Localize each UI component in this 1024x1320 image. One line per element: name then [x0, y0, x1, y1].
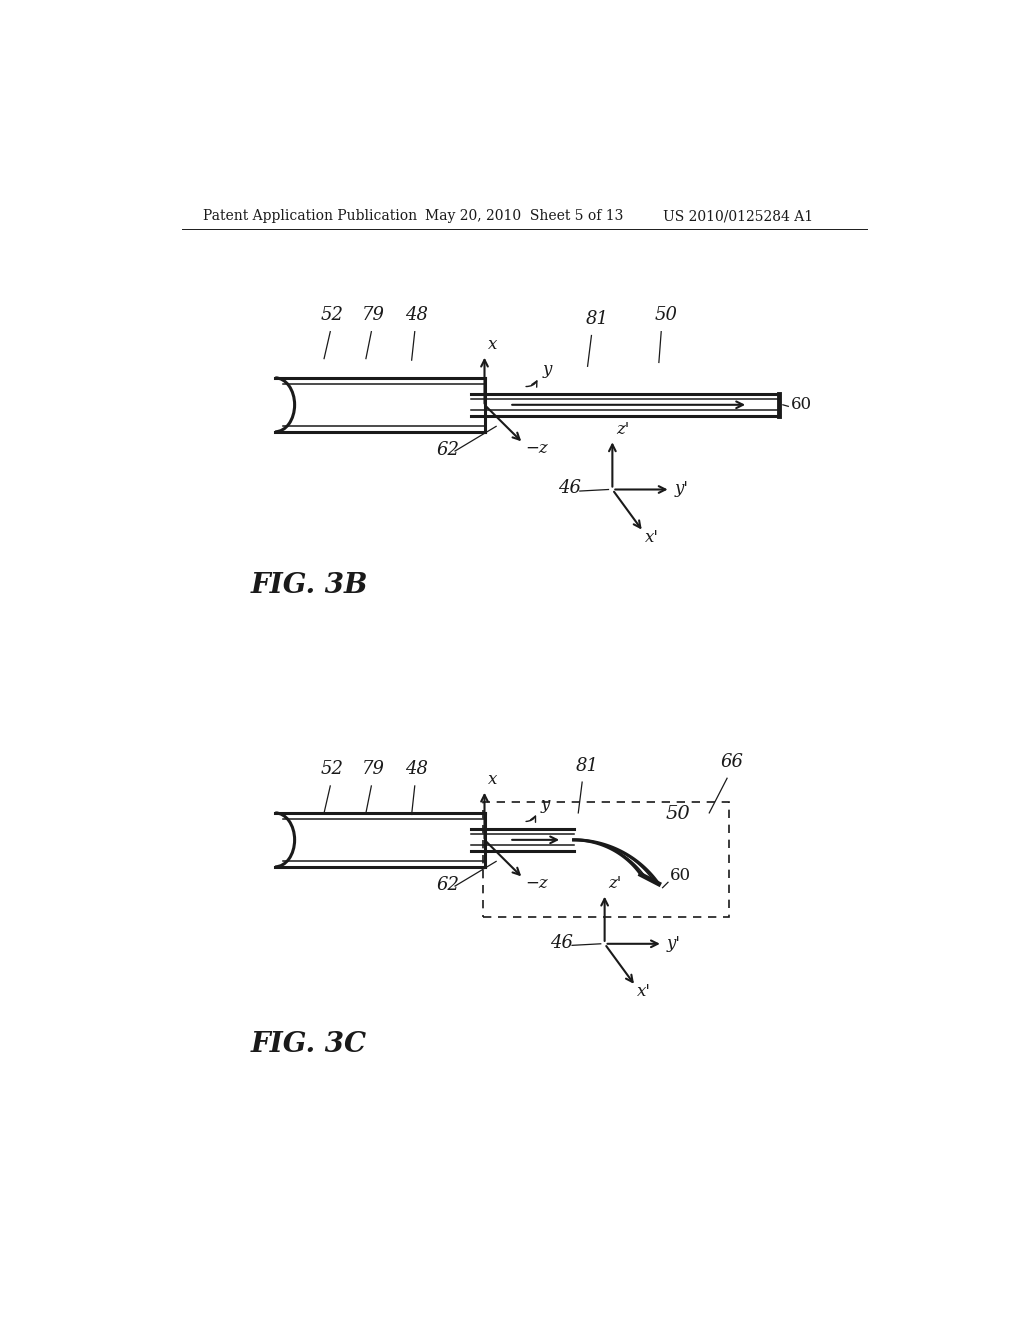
Text: 62: 62: [436, 876, 460, 894]
Text: −z: −z: [524, 440, 548, 457]
Text: 50: 50: [665, 805, 690, 824]
Text: 79: 79: [362, 306, 385, 325]
Text: 48: 48: [406, 306, 428, 325]
Text: x': x': [637, 983, 651, 1001]
Text: FIG. 3B: FIG. 3B: [251, 573, 368, 599]
Text: y: y: [543, 360, 552, 378]
Text: x: x: [488, 337, 498, 354]
Text: 48: 48: [406, 760, 428, 779]
Text: y': y': [667, 935, 681, 952]
Text: 50: 50: [655, 306, 678, 325]
Text: 79: 79: [362, 760, 385, 779]
Text: 60: 60: [671, 867, 691, 884]
Text: 52: 52: [321, 306, 343, 325]
Bar: [483, 803, 729, 917]
Text: 46: 46: [550, 933, 573, 952]
Text: 52: 52: [321, 760, 343, 779]
Text: 62: 62: [436, 441, 460, 459]
Text: 66: 66: [721, 752, 743, 771]
Text: May 20, 2010  Sheet 5 of 13: May 20, 2010 Sheet 5 of 13: [425, 209, 624, 223]
Text: 81: 81: [575, 756, 599, 775]
Text: Patent Application Publication: Patent Application Publication: [203, 209, 418, 223]
Text: FIG. 3C: FIG. 3C: [251, 1031, 367, 1057]
Text: z': z': [616, 421, 630, 438]
Text: US 2010/0125284 A1: US 2010/0125284 A1: [663, 209, 813, 223]
Text: 81: 81: [586, 310, 608, 327]
Text: x: x: [488, 771, 498, 788]
Text: x': x': [645, 529, 658, 546]
Text: 46: 46: [558, 479, 582, 498]
Text: y': y': [675, 480, 688, 498]
Text: −z: −z: [524, 875, 548, 891]
Text: z': z': [608, 875, 622, 892]
Text: y: y: [541, 796, 551, 813]
Text: 60: 60: [791, 396, 812, 413]
